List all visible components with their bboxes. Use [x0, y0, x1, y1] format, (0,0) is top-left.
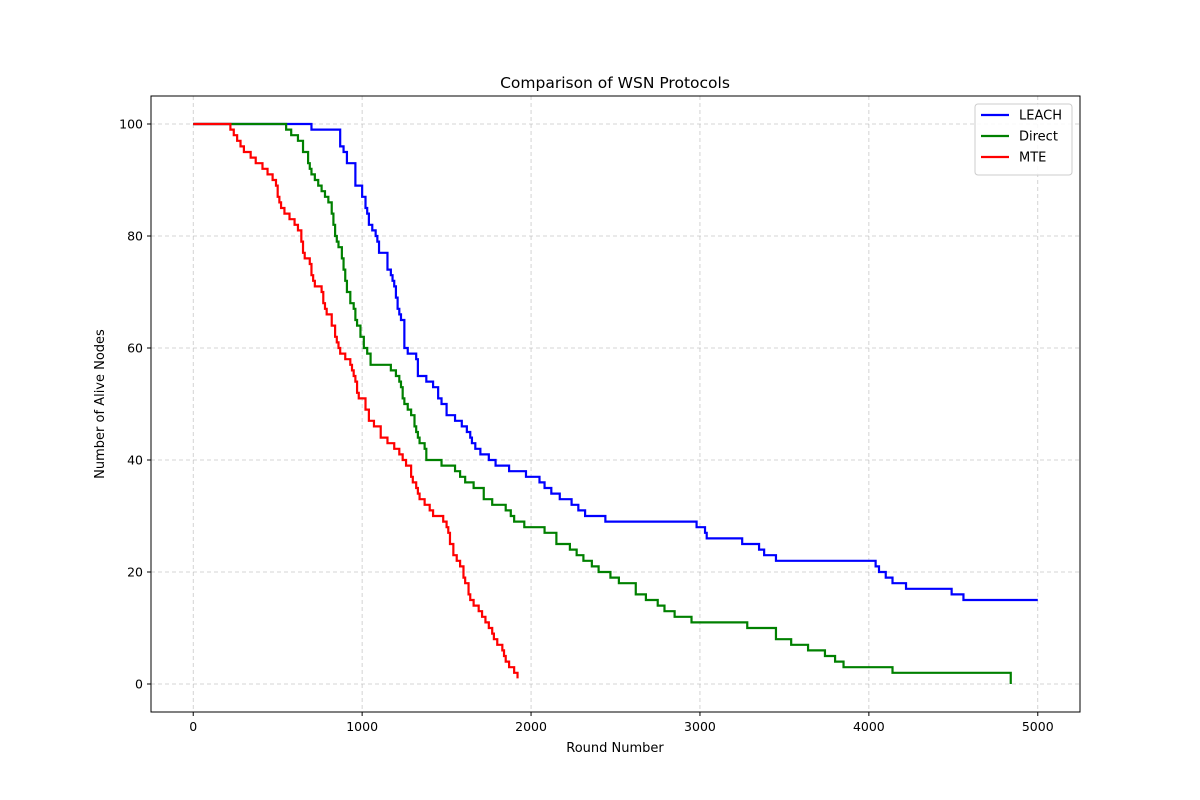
y-tick-label: 40	[127, 453, 143, 468]
legend: LEACH Direct MTE	[974, 103, 1073, 176]
y-axis-label: Number of Alive Nodes	[93, 329, 108, 479]
axes	[150, 95, 1081, 713]
y-tick-label: 80	[127, 229, 143, 244]
y-tick-label: 60	[127, 341, 143, 356]
legend-label-direct: Direct	[1019, 130, 1058, 145]
legend-label-leach: LEACH	[1019, 109, 1062, 124]
series-line-mte	[193, 122, 519, 679]
x-tick-label: 0	[189, 719, 197, 734]
x-tick-label: 2000	[515, 719, 547, 734]
y-tick-label: 100	[119, 117, 143, 132]
plot-area	[151, 96, 1080, 712]
x-tick-label: 5000	[1022, 719, 1054, 734]
plot-background	[151, 96, 1080, 712]
x-tick-label: 1000	[346, 719, 378, 734]
grid	[151, 96, 1080, 712]
x-tick-label: 3000	[684, 719, 716, 734]
series-line-leach	[193, 122, 1038, 602]
y-tick-label: 20	[127, 565, 143, 580]
series-layer	[193, 122, 1038, 684]
x-axis-label: Round Number	[566, 741, 664, 756]
chart-title: Comparison of WSN Protocols	[500, 74, 730, 92]
y-tick-label: 0	[135, 677, 143, 692]
axes-frame	[150, 95, 1081, 713]
legend-label-mte: MTE	[1019, 151, 1046, 166]
series-line-direct	[193, 122, 1012, 684]
x-tick-label: 4000	[853, 719, 885, 734]
ticks: 0 1000 2000 3000 4000 5000 0 20 40 60 80 100	[119, 117, 1054, 735]
